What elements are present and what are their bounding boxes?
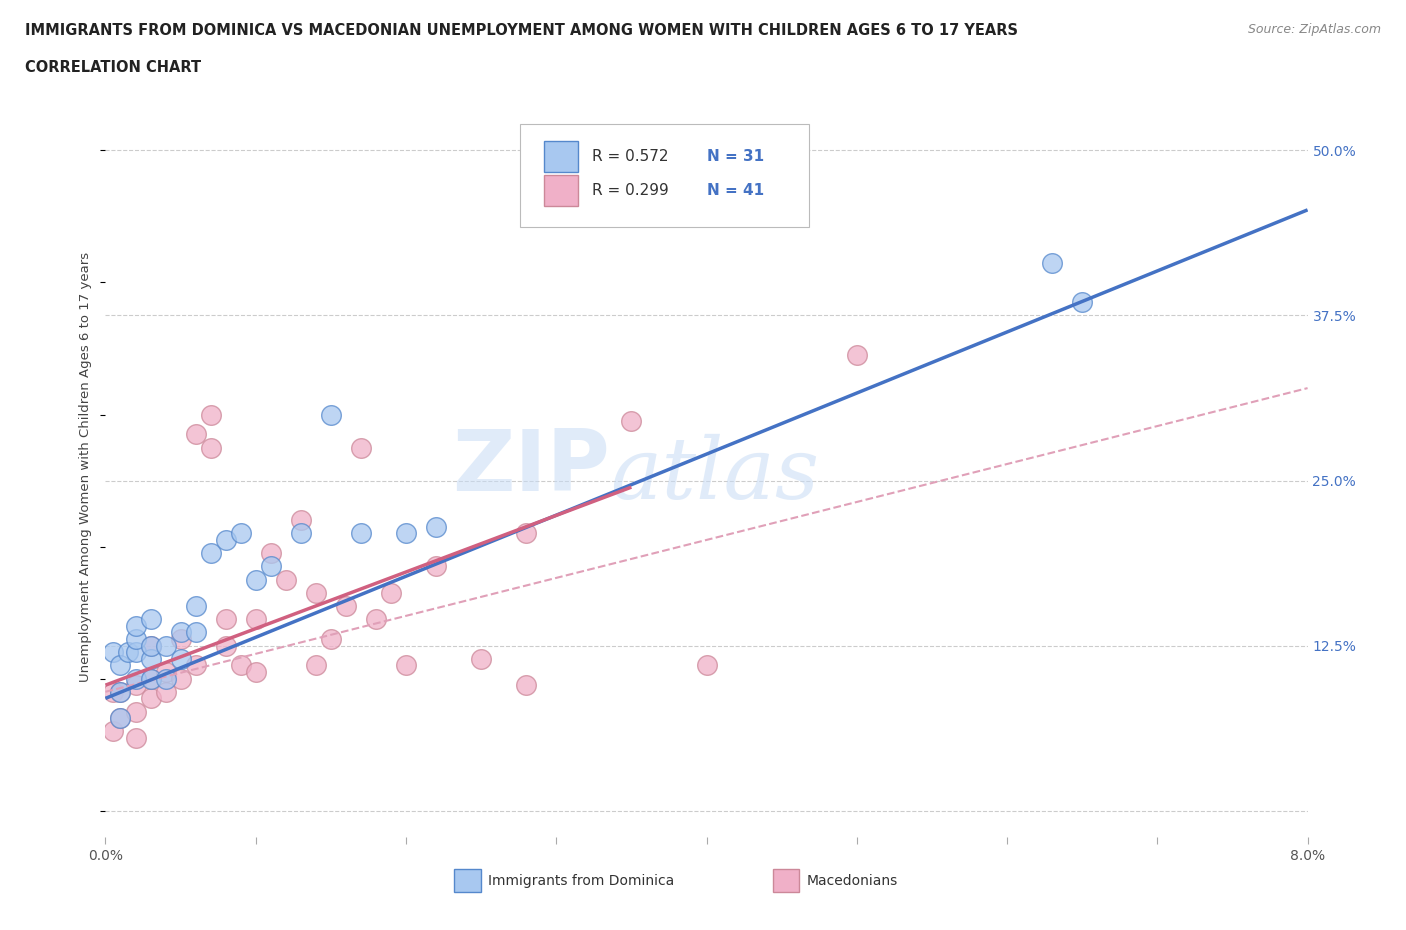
Point [139,638,162,653]
Point [229,525,252,540]
Point [139,612,162,627]
Point [305,585,328,600]
Point [155,684,177,699]
Point [350,525,373,540]
Point [139,671,162,686]
Point [139,691,162,706]
Point [200,546,222,561]
Text: Source: ZipAtlas.com: Source: ZipAtlas.com [1247,23,1381,36]
Point [200,407,222,422]
Point [139,638,162,653]
FancyBboxPatch shape [544,140,578,172]
Text: ZIP: ZIP [453,426,610,509]
FancyBboxPatch shape [773,869,799,893]
Point [200,440,222,455]
FancyBboxPatch shape [544,175,578,206]
Point [155,638,177,653]
Point [110,711,132,725]
FancyBboxPatch shape [454,869,481,893]
Point [169,671,191,686]
Point [425,559,447,574]
Point [184,427,207,442]
Point [110,711,132,725]
Point [155,671,177,686]
Point [845,348,868,363]
Point [214,612,236,627]
Point [184,625,207,640]
Point [214,533,236,548]
Point [184,658,207,672]
Point [139,671,162,686]
Text: atlas: atlas [610,433,820,516]
Point [124,644,146,659]
Point [380,585,402,600]
Point [229,658,252,672]
Point [214,638,236,653]
Point [620,414,643,429]
Point [305,658,328,672]
Point [290,512,312,527]
Point [470,651,492,666]
Text: R = 0.299: R = 0.299 [592,183,669,198]
Point [319,631,342,646]
Point [260,546,283,561]
Point [117,644,139,659]
Point [245,665,267,680]
Point [169,631,191,646]
Text: CORRELATION CHART: CORRELATION CHART [25,60,201,75]
Point [319,407,342,422]
Point [124,671,146,686]
Point [110,658,132,672]
Point [101,724,124,738]
Point [274,572,297,587]
Point [155,665,177,680]
Point [124,678,146,693]
Point [290,525,312,540]
Point [124,704,146,719]
Point [245,572,267,587]
Point [169,651,191,666]
Text: Immigrants from Dominica: Immigrants from Dominica [488,873,673,887]
Point [364,612,387,627]
Point [696,658,718,672]
Point [245,612,267,627]
Text: R = 0.572: R = 0.572 [592,149,669,164]
Point [124,731,146,746]
Point [139,651,162,666]
FancyBboxPatch shape [520,124,808,227]
Point [110,684,132,699]
Point [350,440,373,455]
Text: Macedonians: Macedonians [806,873,897,887]
Text: N = 41: N = 41 [707,183,763,198]
Point [101,644,124,659]
Point [395,525,418,540]
Point [110,684,132,699]
Point [515,525,537,540]
Point [169,625,191,640]
Point [260,559,283,574]
Point [124,618,146,633]
Point [1040,255,1063,270]
Text: N = 31: N = 31 [707,149,763,164]
Text: IMMIGRANTS FROM DOMINICA VS MACEDONIAN UNEMPLOYMENT AMONG WOMEN WITH CHILDREN AG: IMMIGRANTS FROM DOMINICA VS MACEDONIAN U… [25,23,1018,38]
Point [395,658,418,672]
Point [184,599,207,614]
Point [101,684,124,699]
Y-axis label: Unemployment Among Women with Children Ages 6 to 17 years: Unemployment Among Women with Children A… [79,252,93,683]
Point [124,631,146,646]
Point [1071,295,1094,310]
Point [425,519,447,534]
Point [335,599,357,614]
Point [515,678,537,693]
